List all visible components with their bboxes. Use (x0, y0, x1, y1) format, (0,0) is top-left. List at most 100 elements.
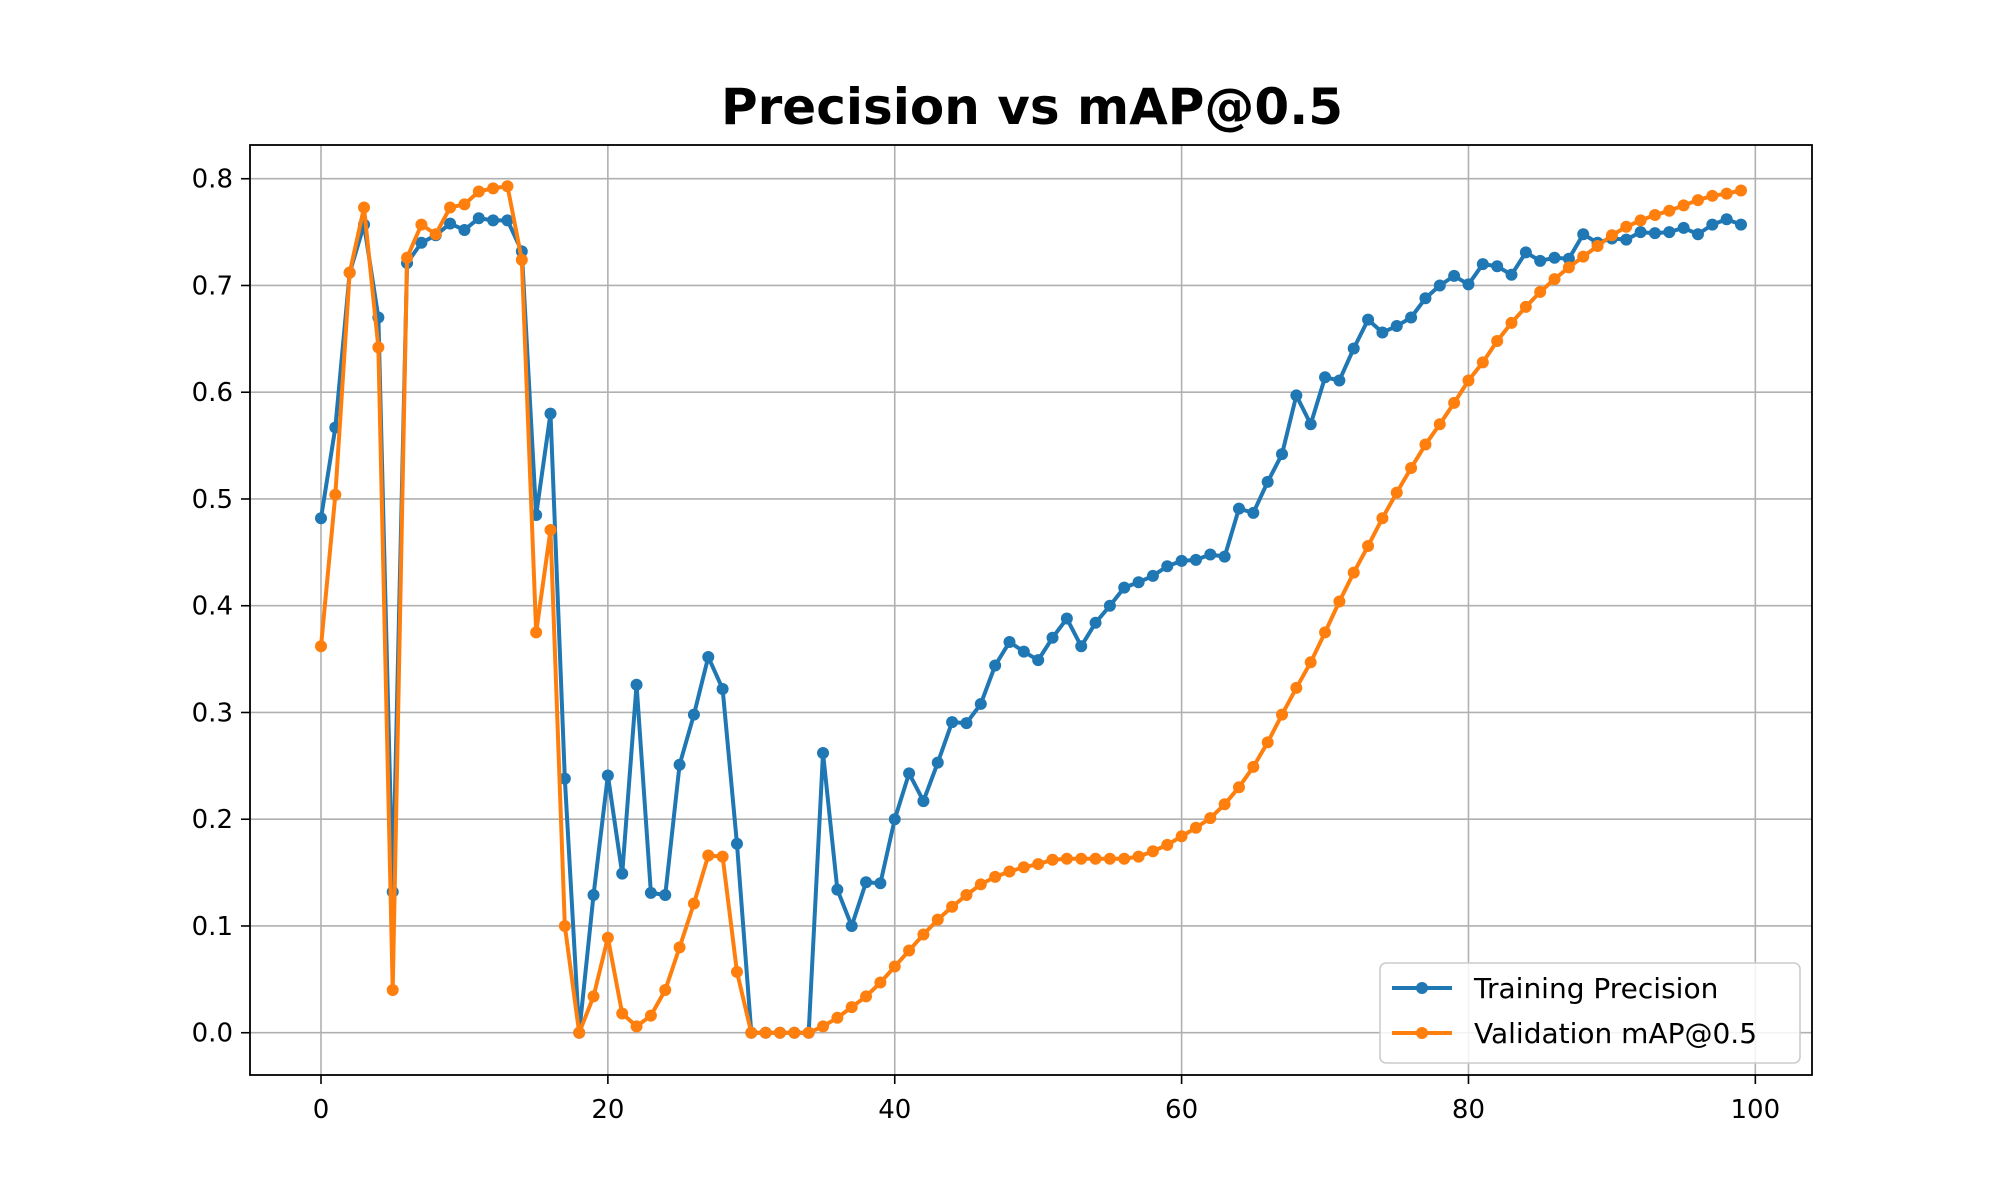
data-point (358, 201, 371, 214)
data-point (1017, 861, 1030, 874)
axes-layer: 0 20 40 60 80 100 0.0 0.1 0.2 0.3 0.4 0.5 0.6 0.7 0.8 (192, 144, 1813, 1125)
data-point (1276, 708, 1289, 721)
data-point (1161, 838, 1174, 851)
data-point (1735, 218, 1747, 231)
data-point (917, 795, 930, 808)
data-point (1491, 334, 1504, 347)
data-point (315, 512, 327, 525)
data-point (917, 928, 930, 941)
data-point (1548, 273, 1561, 286)
data-point (1204, 548, 1217, 561)
data-point (1060, 612, 1073, 625)
data-point (1491, 260, 1504, 273)
data-point (1046, 853, 1059, 866)
data-point (372, 341, 385, 354)
data-point (1319, 371, 1332, 384)
legend-swatch-marker (1416, 1027, 1428, 1039)
data-point (817, 1020, 830, 1033)
data-point (1691, 228, 1704, 241)
data-point (1175, 830, 1188, 843)
data-point (946, 900, 959, 913)
data-point (1032, 858, 1045, 871)
data-point (558, 772, 571, 785)
data-point (1290, 389, 1303, 402)
data-point (1620, 233, 1633, 246)
data-point (587, 990, 600, 1003)
data-point (1261, 475, 1274, 488)
data-point (1189, 553, 1202, 566)
data-point (1032, 654, 1045, 667)
data-point (1319, 626, 1332, 639)
data-point (1204, 812, 1217, 825)
data-point (1247, 760, 1260, 773)
data-point (444, 217, 457, 230)
y-tick-label: 0.1 (192, 912, 233, 942)
data-point (702, 650, 715, 663)
data-point (745, 1026, 758, 1039)
data-point (1591, 239, 1604, 252)
data-point (630, 678, 643, 691)
data-point (1362, 539, 1375, 552)
data-point (1304, 418, 1317, 431)
data-point (1362, 313, 1375, 326)
x-tick-label: 100 (1731, 1095, 1781, 1125)
data-point (1577, 250, 1590, 263)
data-point (845, 919, 858, 932)
series-group (315, 212, 1747, 1039)
plot-frame (249, 144, 1813, 1076)
data-point (960, 717, 973, 730)
data-point (1419, 292, 1432, 305)
data-point (1605, 229, 1618, 242)
data-point (659, 889, 672, 902)
data-point (845, 1001, 858, 1014)
data-point (1691, 194, 1704, 207)
series-group (315, 180, 1747, 1039)
data-point (687, 897, 700, 910)
data-point (1376, 326, 1389, 339)
y-tick-label: 0.8 (192, 165, 233, 195)
data-point (673, 758, 686, 771)
data-point (487, 182, 500, 195)
data-point (1677, 199, 1690, 212)
y-tick-label: 0.2 (192, 805, 233, 835)
data-point (1261, 736, 1274, 749)
data-point (1003, 865, 1016, 878)
data-point (644, 1009, 657, 1022)
data-point (501, 214, 514, 227)
data-point (1046, 631, 1059, 644)
series-line (319, 216, 1742, 1035)
data-point (1333, 374, 1346, 387)
data-point (601, 769, 614, 782)
data-point (1735, 184, 1747, 197)
data-point (1720, 187, 1733, 200)
data-point (1304, 656, 1317, 669)
data-point (415, 236, 428, 249)
data-point (1534, 285, 1547, 298)
data-point (974, 697, 987, 710)
data-point (1405, 311, 1418, 324)
data-point (831, 1011, 844, 1024)
data-point (788, 1026, 801, 1039)
data-point (1648, 227, 1661, 240)
data-point (730, 837, 743, 850)
data-point (1663, 226, 1676, 239)
x-tick-label: 0 (313, 1095, 330, 1125)
data-point (687, 708, 700, 721)
data-point (1161, 560, 1174, 573)
data-point (587, 889, 600, 902)
data-point (1634, 226, 1647, 239)
y-tick-label: 0.4 (192, 592, 233, 622)
data-point (931, 913, 944, 926)
y-tick-label: 0.3 (192, 698, 233, 728)
legend-swatch-marker (1416, 982, 1428, 994)
data-point (1648, 209, 1661, 222)
data-point (773, 1026, 786, 1039)
data-point (1347, 566, 1360, 579)
data-point (616, 867, 629, 880)
data-point (1534, 254, 1547, 267)
data-point (759, 1026, 772, 1039)
legend-label: Validation mAP@0.5 (1474, 1017, 1757, 1050)
data-point (1017, 645, 1030, 658)
data-point (487, 214, 500, 227)
